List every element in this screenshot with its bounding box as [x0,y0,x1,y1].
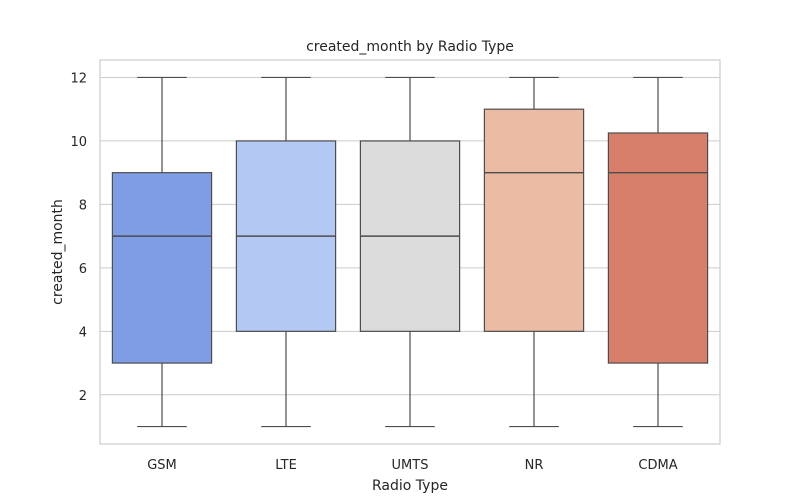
y-tick-label: 12 [70,71,87,86]
x-tick-labels: GSM LTE UMTS NR CDMA [147,458,677,473]
box-gsm [111,76,213,428]
iqr-box [607,132,709,364]
plot-frame [99,59,721,445]
y-tick-label: 10 [70,135,87,150]
x-tick-label: GSM [147,458,177,473]
y-tick-label: 8 [79,198,87,213]
boxes [111,76,709,428]
x-axis-label: Radio Type [372,478,448,494]
box-lte [235,76,337,428]
box-umts [359,76,461,428]
chart-title: created_month by Radio Type [306,39,514,55]
y-tick-labels: 2 4 6 8 10 12 [70,71,87,403]
iqr-box [111,172,213,364]
x-tick-label: CDMA [638,458,677,473]
x-tick-label: LTE [275,458,297,473]
x-tick-label: UMTS [392,458,429,473]
box-nr [483,76,585,428]
box-cdma [607,76,709,428]
y-tick-label: 6 [79,262,87,277]
iqr-box [483,108,585,332]
y-tick-label: 2 [79,389,87,404]
y-tick-label: 4 [79,325,87,340]
x-tick-label: NR [525,458,544,473]
y-axis-label: created_month [50,199,66,305]
